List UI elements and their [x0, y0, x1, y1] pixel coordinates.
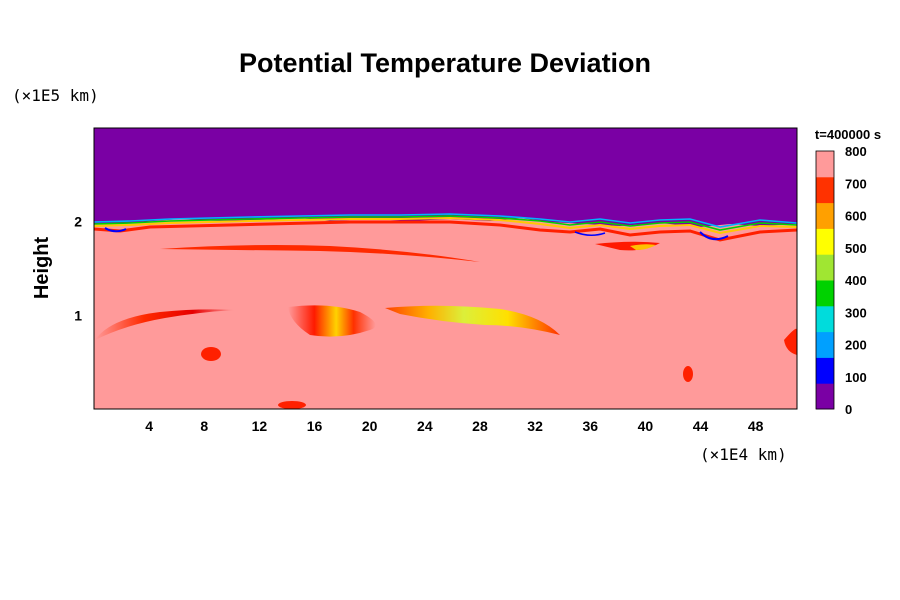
y-axis-label: Height	[31, 237, 53, 300]
interface-yellow-band	[94, 216, 797, 235]
anomaly-upper-right-core	[630, 244, 656, 250]
y-axis-ticks: 12	[74, 214, 82, 324]
x-tick-label: 44	[693, 418, 709, 434]
colorbar-segment	[816, 176, 834, 204]
colorbar-segment	[816, 202, 834, 229]
x-tick-label: 8	[200, 418, 208, 434]
plot-area	[94, 128, 797, 409]
colorbar-tick-label: 100	[845, 370, 867, 385]
interface-cyan-band	[94, 213, 797, 228]
colorbar-tick-label: 700	[845, 176, 867, 191]
anomaly-left-arc	[95, 309, 235, 340]
x-tick-label: 36	[582, 418, 598, 434]
x-tick-label: 12	[252, 418, 268, 434]
anomaly-small-blob	[683, 366, 693, 382]
anomaly-bottom-blob	[278, 401, 306, 409]
anomaly-center-left	[288, 305, 376, 337]
colorbar-tick-label: 300	[845, 305, 867, 320]
anomaly-edge-blob	[784, 328, 797, 355]
colorbar-segment	[816, 305, 834, 333]
colorbar-segment	[816, 357, 834, 384]
plot-frame	[93, 127, 798, 410]
y-tick-label: 2	[74, 214, 82, 230]
x-tick-label: 24	[417, 418, 433, 434]
colorbar-segment	[816, 280, 834, 307]
x-tick-label: 32	[527, 418, 543, 434]
colorbar: 0 100 200 300 400 500 600 700 800	[815, 144, 867, 417]
anomaly-center-right	[385, 305, 560, 335]
anomaly-upper-band	[160, 245, 480, 262]
y-unit-label: (×1E5 km)	[12, 86, 99, 105]
colorbar-tick-label: 200	[845, 338, 867, 353]
interface-red-band	[94, 220, 797, 242]
colorbar-frame	[815, 150, 835, 410]
x-tick-label: 40	[638, 418, 654, 434]
interface-eddy	[699, 231, 729, 241]
x-tick-label: 48	[748, 418, 764, 434]
x-tick-label: 16	[307, 418, 323, 434]
y-tick-label: 1	[74, 307, 82, 323]
colorbar-tick-label: 800	[845, 144, 867, 159]
x-tick-label: 28	[472, 418, 488, 434]
colorbar-tick-label: 500	[845, 241, 867, 256]
colorbar-segment	[816, 254, 834, 281]
colorbar-segment	[816, 228, 834, 255]
x-axis-ticks: 4 8 12 16 20 24 28 32 36 40 44 48	[145, 418, 763, 434]
anomaly-small-blob	[201, 347, 221, 361]
chart-title: Potential Temperature Deviation	[239, 48, 651, 78]
time-label: t=400000 s	[815, 127, 881, 142]
x-tick-label: 20	[362, 418, 378, 434]
x-tick-label: 4	[145, 418, 153, 434]
interface-eddy	[104, 227, 127, 233]
colorbar-segment	[816, 383, 834, 410]
interface-eddy	[574, 231, 606, 236]
colorbar-segment	[816, 331, 834, 358]
interface-green-band	[94, 215, 797, 231]
colorbar-tick-label: 0	[845, 402, 852, 417]
upper-layer-field	[94, 128, 797, 227]
colorbar-segment	[816, 151, 834, 178]
colorbar-tick-label: 400	[845, 273, 867, 288]
x-unit-label: (×1E4 km)	[700, 445, 787, 464]
colorbar-tick-label: 600	[845, 209, 867, 224]
